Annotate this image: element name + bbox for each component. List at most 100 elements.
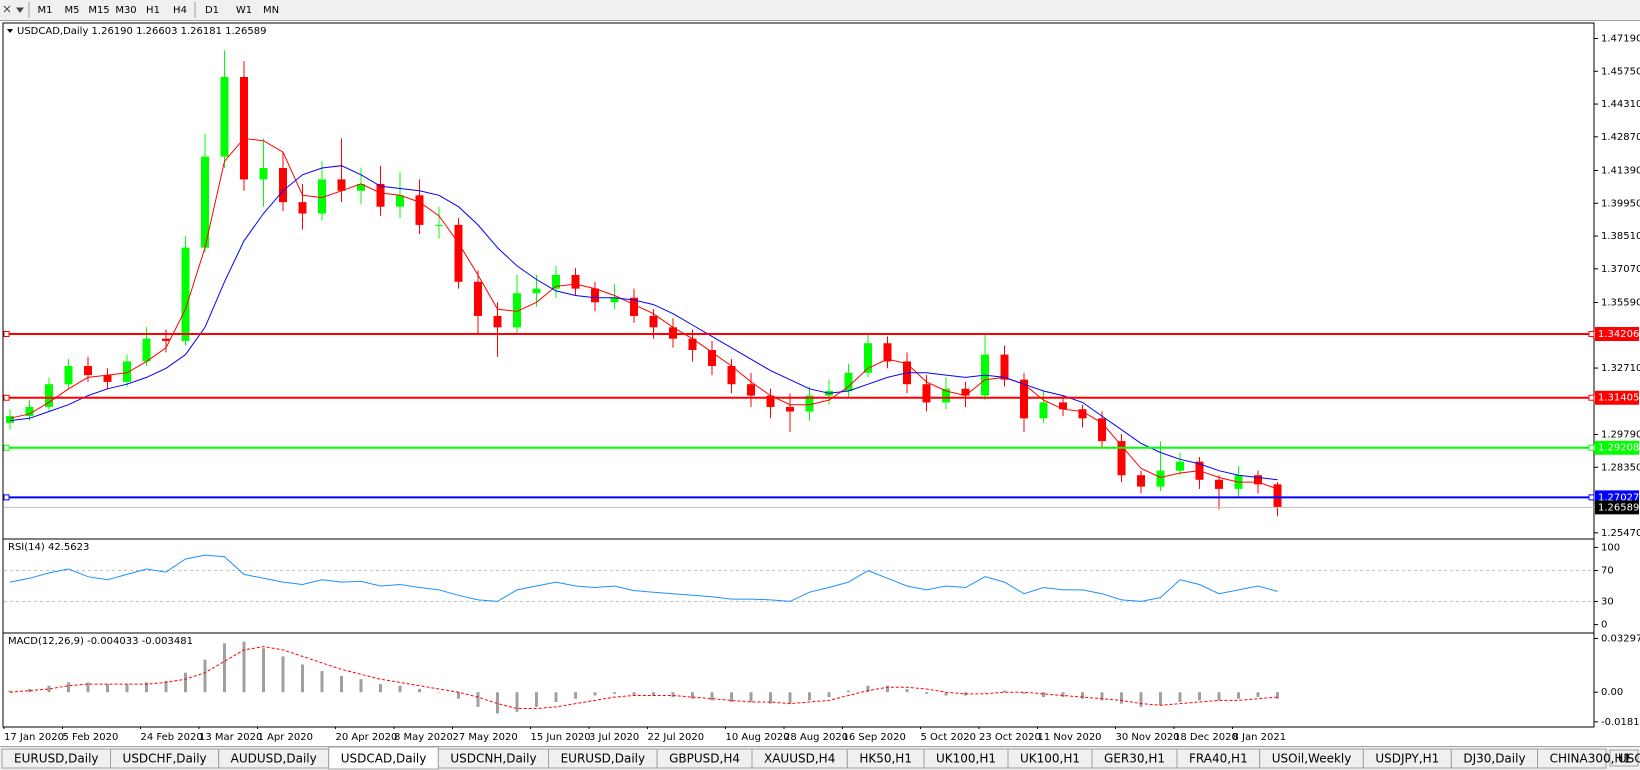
tab-scroll-arrows[interactable] bbox=[1618, 754, 1630, 762]
candle-body bbox=[591, 288, 599, 303]
macd-bar bbox=[457, 692, 460, 699]
x-tick-label: 11 Nov 2020 bbox=[1038, 732, 1102, 743]
tab-label[interactable]: EURUSD,Daily bbox=[561, 752, 646, 766]
tab-label[interactable]: USOil,Weekly bbox=[1272, 752, 1352, 766]
timeframe-label[interactable]: M5 bbox=[65, 5, 80, 16]
candle-body bbox=[454, 224, 463, 282]
timeframe-label[interactable]: H1 bbox=[146, 5, 160, 16]
candle-body bbox=[357, 183, 365, 191]
level-label: 1.27027 bbox=[1598, 492, 1639, 503]
y-tick-label: 1.29790 bbox=[1601, 430, 1640, 441]
macd-bar bbox=[1042, 692, 1045, 698]
timeframe-button[interactable] bbox=[59, 1, 85, 19]
tab-label[interactable]: EURUSD,Daily bbox=[14, 752, 99, 766]
y-tick-label: -0.018154 bbox=[1601, 717, 1640, 728]
candle-body bbox=[1000, 354, 1009, 380]
candle-body bbox=[1156, 470, 1165, 487]
tab-label[interactable]: USDCNH,Daily bbox=[450, 752, 536, 766]
macd-bar bbox=[710, 692, 714, 701]
y-tick-label: 1.41390 bbox=[1601, 166, 1640, 177]
timeframe-button[interactable] bbox=[258, 1, 284, 19]
level-handle bbox=[3, 394, 10, 401]
timeframe-label[interactable]: M30 bbox=[115, 5, 136, 16]
tab-label[interactable]: XAUUSD,H4 bbox=[764, 752, 835, 766]
tab-label[interactable]: USDCAD,Daily bbox=[341, 752, 427, 766]
tab-label[interactable]: UK100,H1 bbox=[936, 752, 996, 766]
macd-bar bbox=[905, 688, 909, 693]
macd-bar bbox=[1003, 690, 1006, 693]
y-tick-label: 1.37070 bbox=[1601, 264, 1640, 275]
timeframe-label[interactable]: H4 bbox=[173, 5, 187, 16]
candle-body bbox=[1039, 402, 1048, 419]
candle-body bbox=[669, 327, 677, 339]
macd-bar bbox=[320, 671, 324, 693]
macd-bar bbox=[515, 692, 519, 712]
macd-bar bbox=[1237, 692, 1240, 699]
candle-body bbox=[435, 224, 443, 226]
tab[interactable] bbox=[1537, 748, 1607, 769]
tab-label[interactable]: FRA40,H1 bbox=[1189, 752, 1248, 766]
timeframe-label[interactable]: M1 bbox=[38, 5, 53, 16]
candle-body bbox=[1273, 484, 1282, 508]
timeframe-button[interactable] bbox=[113, 1, 139, 19]
macd-bar bbox=[164, 680, 168, 693]
macd-bar bbox=[86, 682, 90, 693]
x-tick-label: 5 Oct 2020 bbox=[921, 732, 976, 743]
tab-label[interactable]: USDCHF,Daily bbox=[123, 752, 207, 766]
macd-bar bbox=[28, 688, 31, 693]
timeframe-button[interactable] bbox=[199, 1, 225, 19]
tab-label[interactable]: USDJPY,H1 bbox=[1375, 752, 1439, 766]
timeframe-button[interactable] bbox=[231, 1, 257, 19]
tab-label[interactable]: CHINA300,H1 bbox=[1550, 752, 1632, 766]
y-tick-label: 30 bbox=[1601, 596, 1614, 607]
timeframe-label[interactable]: W1 bbox=[236, 5, 252, 16]
macd-bar bbox=[47, 685, 51, 693]
timeframe-button[interactable] bbox=[140, 1, 166, 19]
candle-body bbox=[961, 388, 970, 396]
level-handle bbox=[1588, 494, 1595, 501]
timeframe-button[interactable] bbox=[32, 1, 58, 19]
timeframe-label[interactable]: M15 bbox=[88, 5, 109, 16]
candle-body bbox=[6, 416, 14, 423]
tab-label[interactable]: HK50,H1 bbox=[859, 752, 912, 766]
tab-label[interactable]: DJ30,Daily bbox=[1463, 752, 1525, 766]
timeframe-button[interactable] bbox=[86, 1, 112, 19]
toolbar-icon[interactable] bbox=[3, 5, 24, 13]
tab-label[interactable]: AUDUSD,Daily bbox=[231, 752, 317, 766]
macd-bar bbox=[1081, 692, 1084, 699]
candle-body bbox=[786, 406, 794, 412]
tab-label[interactable]: GER30,H1 bbox=[1104, 752, 1165, 766]
timeframe-label[interactable]: D1 bbox=[205, 5, 219, 16]
macd-bar bbox=[379, 684, 382, 693]
last-price-box bbox=[1595, 500, 1639, 515]
candle-body bbox=[279, 168, 287, 203]
macd-bar bbox=[1276, 692, 1279, 699]
level-handle bbox=[1588, 331, 1595, 338]
candle-body bbox=[64, 366, 73, 385]
x-tick-label: 23 Oct 2020 bbox=[979, 732, 1041, 743]
macd-bar bbox=[106, 684, 109, 693]
candle-body bbox=[922, 384, 931, 403]
macd-bar bbox=[788, 692, 792, 704]
x-tick-label: 16 Sep 2020 bbox=[843, 732, 906, 743]
level-handle bbox=[3, 494, 10, 501]
pane-frame bbox=[2, 538, 1595, 634]
tab-scroll[interactable] bbox=[1609, 749, 1639, 767]
y-tick-label: 1.38510 bbox=[1601, 231, 1640, 242]
macd-bar bbox=[769, 692, 772, 704]
candle-body bbox=[747, 384, 755, 396]
x-tick-label: 27 May 2020 bbox=[453, 732, 518, 743]
candle-body bbox=[376, 183, 385, 207]
candle-body bbox=[298, 202, 307, 214]
candle-body bbox=[337, 179, 346, 191]
macd-bar bbox=[1061, 692, 1065, 698]
tab-label[interactable]: UK100,H1 bbox=[1020, 752, 1080, 766]
y-tick-label: 100 bbox=[1601, 542, 1620, 553]
tab-label[interactable]: USOil, bbox=[1618, 752, 1640, 766]
timeframe-button[interactable] bbox=[167, 1, 193, 19]
y-tick-label: 1.25470 bbox=[1601, 528, 1640, 539]
macd-bar bbox=[554, 692, 558, 702]
candle-body bbox=[1176, 461, 1184, 471]
tab-label[interactable]: GBPUSD,H4 bbox=[669, 752, 740, 766]
timeframe-label[interactable]: MN bbox=[263, 5, 279, 16]
